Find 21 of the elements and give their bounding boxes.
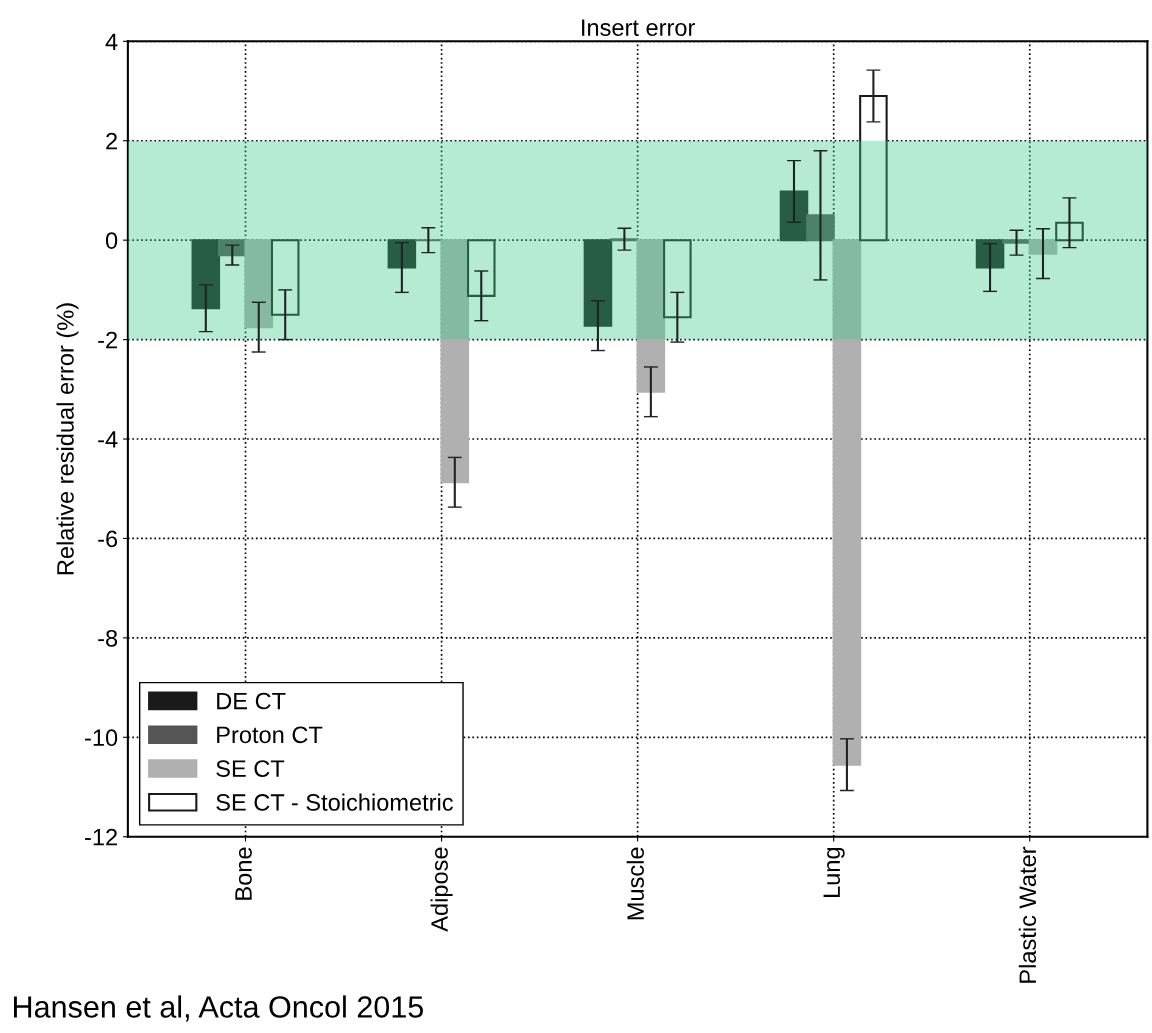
y-tick-label: -10	[85, 729, 118, 747]
y-tick-label: -8	[98, 629, 118, 647]
x-tick-label: Bone	[235, 847, 252, 900]
x-tick-label: Adipose	[430, 847, 453, 932]
chart-title: Insert error	[582, 19, 695, 36]
y-tick-label: -12	[85, 828, 117, 846]
y-axis-title: Relative residual error (%)	[56, 303, 79, 575]
y-tick-label: -6	[98, 530, 118, 548]
x-tick-label: Lung	[823, 847, 845, 898]
legend-label: DE CT	[217, 692, 286, 710]
legend-label: Proton CT	[217, 726, 323, 744]
text: Hansen et al, Acta Oncol 2015	[14, 995, 424, 1022]
y-tick-label: -4	[98, 431, 118, 448]
legend-label: SE CT - Stoichiometric	[216, 793, 453, 811]
y-tick-label: 0	[105, 232, 118, 249]
y-tick-label: -2	[98, 331, 117, 349]
y-tick-label: 2	[106, 132, 117, 150]
x-tick-label: Muscle	[626, 847, 644, 920]
x-tick-label: Plastic Water	[1018, 846, 1037, 983]
legend-label: SE CT	[216, 760, 285, 777]
y-tick-label: 4	[105, 33, 118, 50]
